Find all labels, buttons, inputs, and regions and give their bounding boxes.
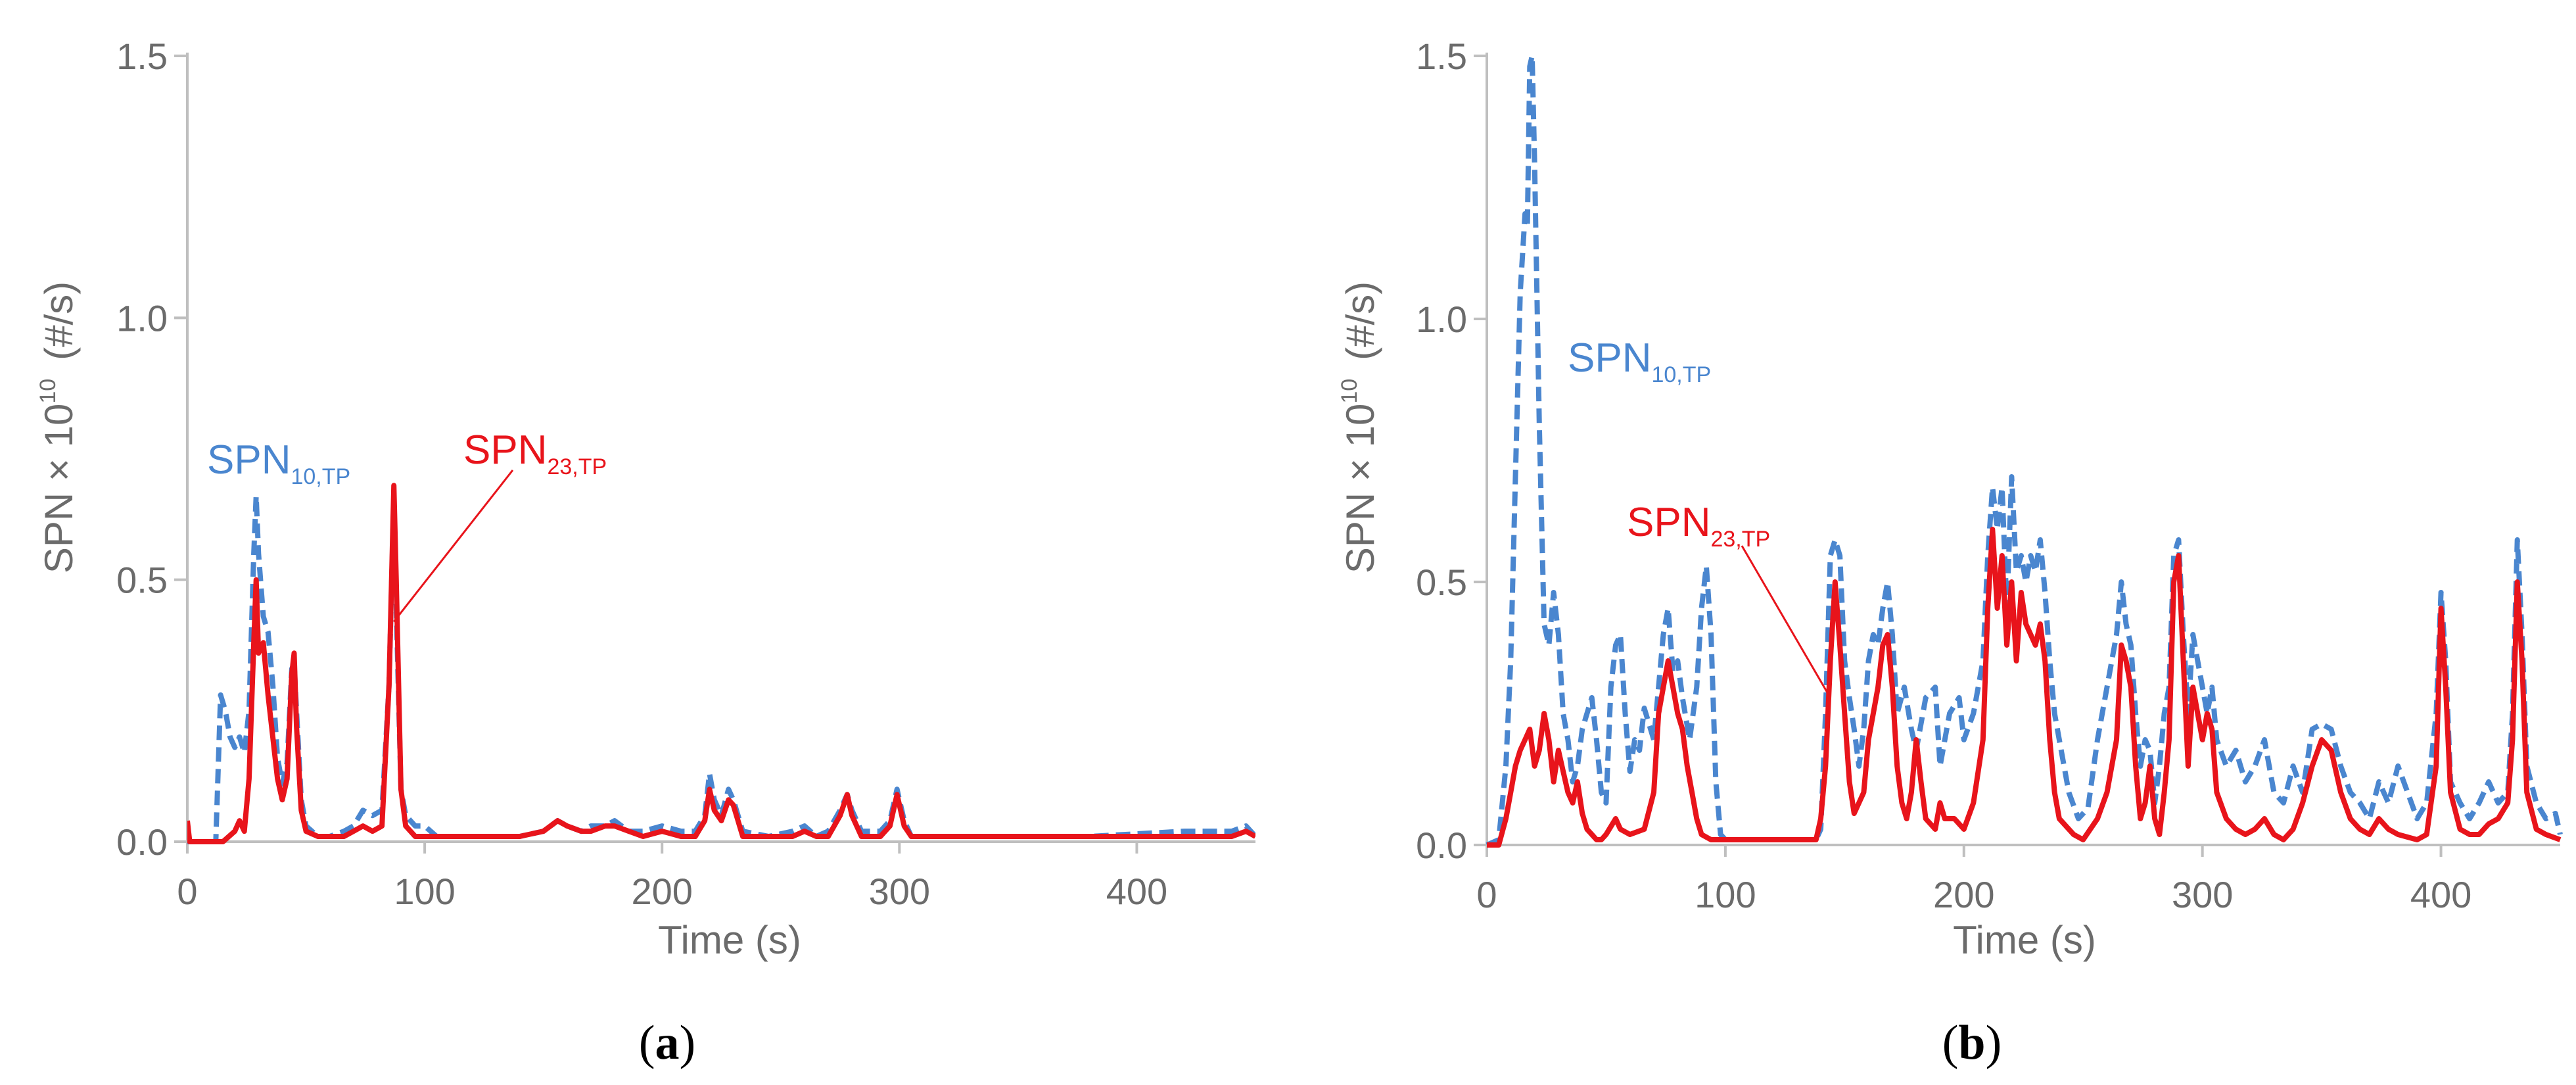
- annotation-arrow-spn23: [392, 470, 514, 623]
- y-tick-label: 1.0: [116, 297, 168, 339]
- y-axis-label: SPN × 1010(#/s): [35, 281, 81, 573]
- panel-label-a: (a): [639, 1016, 695, 1070]
- annotation-spn23: SPN23,TP: [1627, 500, 1770, 552]
- y-tick-label: 0.5: [116, 560, 168, 601]
- y-tick-label: 1.5: [1416, 36, 1467, 77]
- x-tick-label: 400: [1106, 871, 1167, 912]
- y-tick-label: 1.5: [116, 36, 168, 77]
- x-tick-label: 400: [2410, 874, 2471, 915]
- panel-label-b: (b): [1942, 1016, 2002, 1070]
- annotation-arrow-spn23: [1741, 545, 1831, 698]
- y-tick-label: 0.0: [116, 821, 168, 863]
- y-tick-label: 0.5: [1416, 562, 1467, 603]
- x-tick-label: 0: [177, 871, 197, 912]
- series-line-spn10: [187, 493, 1255, 844]
- x-tick-label: 300: [869, 871, 930, 912]
- annotation-spn23: SPN23,TP: [463, 427, 607, 479]
- y-axis-label: SPN × 1010(#/s): [1337, 281, 1382, 573]
- x-tick-label: 100: [1695, 874, 1756, 915]
- series-line-spn23: [187, 483, 1255, 844]
- x-tick-label: 0: [1476, 874, 1497, 915]
- chart-panel-b: 0.0 0.5 1.0 1.5 0 100 200 300 400 SPN × 1010(#/…: [1337, 36, 2563, 1070]
- chart-panel-a: 0.0 0.5 1.0 1.5 0 100 200 300 400 SPN × 1010(#/…: [35, 36, 1255, 1070]
- x-axis-label: Time (s): [658, 918, 801, 962]
- series-line-spn23: [1487, 527, 2562, 848]
- annotation-spn10: SPN10,TP: [207, 437, 350, 489]
- x-tick-label: 200: [632, 871, 693, 912]
- y-tick-label: 1.0: [1416, 299, 1467, 340]
- y-tick-label: 0.0: [1416, 825, 1467, 866]
- x-tick-label: 100: [394, 871, 455, 912]
- x-tick-label: 300: [2172, 874, 2233, 915]
- annotation-spn10: SPN10,TP: [1568, 335, 1711, 387]
- x-tick-label: 200: [1933, 874, 1994, 915]
- x-axis-label: Time (s): [1953, 918, 2096, 962]
- series-line-spn10: [1486, 53, 2563, 848]
